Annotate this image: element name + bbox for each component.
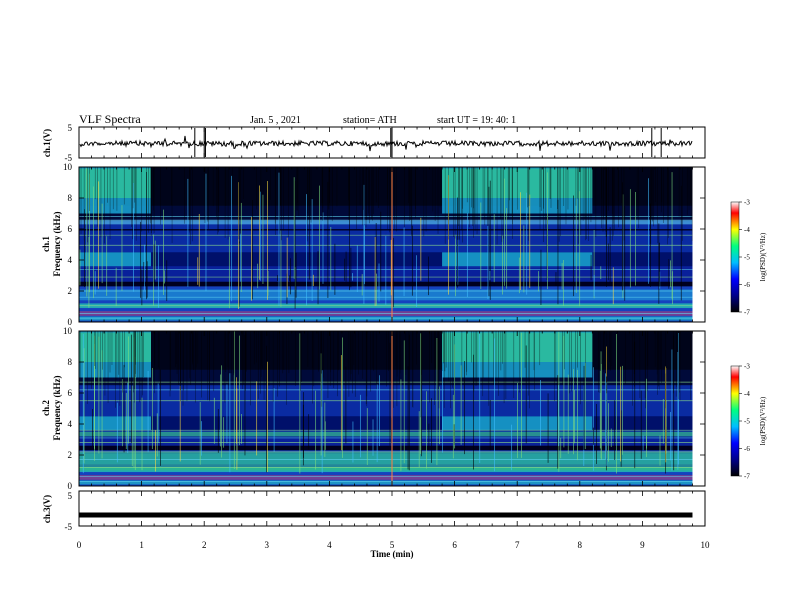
time-tick-label: 2	[202, 540, 207, 550]
ch2-spectrogram-yticks: 0 2 4 6 8 10	[63, 326, 705, 491]
spectrogram-band	[79, 480, 693, 485]
colorbar-tick-label: -7	[744, 309, 750, 317]
frequency-tick-label: 10	[63, 326, 73, 336]
spectrogram-band	[79, 316, 693, 321]
frequency-tick-label: 8	[68, 193, 73, 203]
ch3-waveform-frame	[78, 490, 706, 527]
spectrogram-band	[79, 168, 151, 198]
ch3-waveform-panel: 5 -5 ch.3(V)	[42, 490, 706, 532]
frequency-tick-label: 2	[68, 450, 73, 460]
spectrogram-no-data	[692, 167, 705, 322]
colorbar-tick-label: -7	[744, 473, 750, 481]
time-axis-label: Time (min)	[370, 549, 413, 559]
ch1-spectrogram-panel: 0 2 4 6 8 10 ch.1 Frequency (kHz)	[41, 162, 706, 327]
ch1-spectrogram-ylabel: ch.1	[41, 236, 51, 252]
ch2-spectrogram-xticks	[78, 331, 706, 486]
time-tick-label: 9	[640, 540, 645, 550]
ch2-colorbar-ticks: -3 -4 -5 -6 -7	[739, 363, 750, 481]
colorbar-tick-label: -6	[744, 445, 750, 453]
time-tick-label: 8	[578, 540, 583, 550]
ch2-spectrogram-frequency-label: Frequency (kHz)	[52, 375, 62, 440]
date-label: Jan. 5 , 2021	[250, 115, 301, 126]
time-tick-label: 0	[77, 540, 82, 550]
ch2-spectrogram-ylabel: ch.2	[41, 400, 51, 416]
ch1-colorbar: -3 -4 -5 -6 -7 log(PSD)(V²/Hz)	[730, 199, 767, 317]
ch2-colorbar-gradient	[730, 365, 740, 477]
colorbar-tick-label: -5	[744, 418, 750, 426]
colorbar-tick-label: -6	[744, 281, 750, 289]
spectrogram-band	[79, 331, 693, 370]
time-tick-label: 6	[452, 540, 457, 550]
ch1-waveform-ylabel: ch.1(V)	[42, 129, 52, 157]
time-tick-label: 10	[701, 540, 711, 550]
ch1-colorbar-label: log(PSD)(V²/Hz)	[759, 232, 767, 281]
ch1-waveform-line	[79, 135, 693, 152]
ch2-spectrogram-panel: 0 2 4 6 8 10 ch.2 Frequency (kHz)	[41, 326, 706, 491]
ch1-spectrogram-xticks	[78, 167, 706, 322]
spectrogram-band	[79, 451, 693, 471]
ch1-colorbar-gradient	[730, 201, 740, 313]
ch1-colorbar-ticks: -3 -4 -5 -6 -7	[739, 199, 750, 317]
ch1-spectrogram-image	[79, 167, 705, 322]
ch1-spectrogram-yticks: 0 2 4 6 8 10	[63, 162, 705, 327]
time-tick-label: 3	[265, 540, 270, 550]
spectrogram-band	[442, 332, 593, 362]
time-tick-label: 4	[327, 540, 332, 550]
colorbar-tick-label: -4	[744, 390, 750, 398]
spectrogram-band	[79, 445, 693, 451]
frequency-tick-label: 8	[68, 357, 73, 367]
time-tick-label: 1	[139, 540, 144, 550]
time-axis-tick-labels: 0 1 2 3 4 5 6 7 8 9 10	[77, 540, 710, 550]
frequency-tick-label: 0	[68, 317, 73, 327]
frequency-tick-label: 6	[68, 388, 73, 398]
frequency-tick-label: 0	[68, 481, 73, 491]
spectrogram-band	[79, 431, 693, 437]
ch3-waveform-xticks	[78, 491, 706, 526]
spectrogram-band	[442, 252, 593, 268]
frequency-tick-label: 6	[68, 224, 73, 234]
ch2-colorbar-label: log(PSD)(V²/Hz)	[759, 396, 767, 445]
time-tick-label: 5	[390, 540, 395, 550]
spectrogram-band	[79, 416, 151, 432]
station-label: station= ATH	[343, 115, 397, 126]
spectrogram-band	[79, 475, 693, 480]
frequency-tick-label: 4	[68, 255, 73, 265]
ch1-spectrogram-frequency-label: Frequency (kHz)	[52, 211, 62, 276]
time-tick-label: 7	[515, 540, 520, 550]
spectrogram-band	[79, 252, 151, 268]
spectrogram-band	[79, 229, 693, 231]
spectrogram-band	[79, 332, 151, 362]
colorbar-tick-label: -3	[744, 199, 750, 207]
ch3-waveform-ylabel: ch.3(V)	[42, 495, 52, 523]
ch3-ytick-top: 5	[68, 491, 73, 501]
ch1-waveform-panel: 5 -5 ch.1(V)	[42, 123, 706, 163]
frequency-tick-label: 10	[63, 162, 73, 172]
ch2-spectrogram-image	[79, 331, 705, 486]
ch1-ytick-top: 5	[68, 123, 73, 133]
ch1-waveform-xticks	[78, 127, 706, 158]
colorbar-tick-label: -5	[744, 254, 750, 262]
frequency-tick-label: 4	[68, 419, 73, 429]
spectrogram-band	[79, 219, 693, 225]
ch1-ytick-bottom: -5	[65, 153, 73, 163]
figure-title: VLF Spectra	[79, 112, 141, 126]
colorbar-tick-label: -4	[744, 226, 750, 234]
frequency-tick-label: 2	[68, 286, 73, 296]
ch3-ytick-bottom: -5	[65, 522, 73, 532]
colorbar-tick-label: -3	[744, 363, 750, 371]
spectrogram-no-data	[692, 331, 705, 486]
start-time-label: start UT = 19: 40: 1	[437, 115, 516, 126]
ch2-colorbar: -3 -4 -5 -6 -7 log(PSD)(V²/Hz)	[730, 363, 767, 481]
